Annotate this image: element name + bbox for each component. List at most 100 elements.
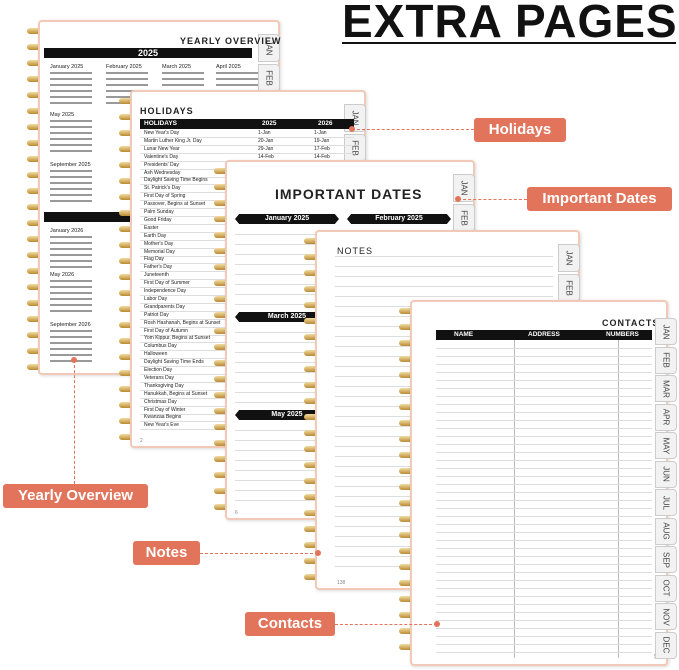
spiral-ring: [214, 472, 230, 478]
note-line: [335, 286, 553, 287]
calendar-row: [162, 72, 204, 74]
holiday-name: Veterans Day: [144, 374, 175, 381]
month-name: January 2026: [50, 228, 84, 234]
month-banner: May 2025: [235, 410, 339, 420]
line: [235, 244, 339, 245]
tab-label: MAY: [661, 437, 671, 454]
line: [235, 372, 339, 373]
spiral-ring: [214, 504, 230, 510]
holiday-name: Independence Day: [144, 288, 186, 294]
holiday-name: St. Patrick's Day: [144, 185, 181, 192]
calendar-row: [50, 96, 92, 98]
spiral-ring: [119, 130, 135, 136]
calendar-row: [50, 90, 92, 92]
holiday-name: Palm Sunday: [144, 209, 174, 215]
spiral-ring: [399, 356, 415, 362]
spiral-ring: [399, 436, 415, 442]
month-name: April 2025: [216, 64, 241, 70]
holiday-date: 20-Jan: [258, 137, 274, 144]
month-tab: MAR: [655, 375, 677, 402]
holiday-date: 29-Jan: [258, 145, 274, 152]
spiral-ring: [304, 254, 320, 260]
spiral-ring: [214, 168, 230, 174]
calendar-row: [106, 78, 148, 80]
calendar-row: [106, 84, 148, 86]
calendar-row: [50, 120, 92, 122]
spiral-ring: [304, 270, 320, 276]
spiral-ring: [27, 28, 43, 34]
holiday-name: Martin Luther King Jr. Day: [144, 137, 202, 144]
spiral-ring: [214, 360, 230, 366]
spiral-ring: [304, 510, 320, 516]
spiral-ring: [399, 324, 415, 330]
holiday-name: Valentine's Day: [144, 153, 179, 160]
calendar-row: [50, 248, 92, 250]
month-name: January 2025: [50, 64, 84, 70]
row-line: [436, 572, 652, 573]
row-line: [436, 516, 652, 517]
spiral-ring: [399, 468, 415, 474]
line: [235, 450, 339, 451]
tab-label: FEB: [564, 280, 574, 296]
holiday-name: Yom Kippur, Begins at Sunset: [144, 335, 210, 342]
marker: [434, 621, 440, 627]
row-line: [140, 152, 354, 154]
spiral-ring: [27, 348, 43, 354]
month-name: September 2026: [50, 322, 91, 328]
month-tab: SEP: [655, 546, 677, 573]
spiral-ring: [119, 402, 135, 408]
holiday-date: 19-Jan: [314, 137, 330, 144]
holiday-name: Daylight Saving Time Begins: [144, 177, 208, 184]
calendar-row: [216, 72, 258, 74]
page-title: YEARLY OVERVIEW: [180, 36, 282, 46]
spiral-ring: [119, 178, 135, 184]
column-header: HOLIDAYS: [144, 120, 177, 127]
spiral-ring: [304, 526, 320, 532]
callout-label: Notes: [133, 541, 200, 565]
spiral-ring: [214, 424, 230, 430]
line: [235, 342, 339, 343]
spiral-ring: [119, 146, 135, 152]
spiral-ring: [304, 430, 320, 436]
spiral-ring: [27, 316, 43, 322]
column-header: NAME: [454, 331, 474, 338]
spiral-ring: [214, 264, 230, 270]
callout-label: Contacts: [245, 612, 335, 636]
line: [235, 490, 339, 491]
calendar-row: [50, 260, 92, 262]
spiral-ring: [119, 194, 135, 200]
holiday-date: 1-Jan: [258, 130, 271, 136]
calendar-row: [50, 170, 92, 172]
month-tab: JAN: [258, 34, 280, 62]
row-line: [140, 144, 354, 146]
row-line: [436, 524, 652, 525]
spiral-ring: [214, 280, 230, 286]
line: [235, 402, 339, 403]
spiral-ring: [214, 376, 230, 382]
holiday-name: Easter: [144, 224, 159, 231]
row-line: [436, 612, 652, 613]
calendar-row: [50, 126, 92, 128]
row-line: [436, 380, 652, 381]
row-line: [436, 636, 652, 637]
holiday-name: Earth Day: [144, 232, 167, 239]
month-tab: FEB: [655, 346, 677, 374]
spiral-ring: [304, 238, 320, 244]
month-banner: January 2025: [235, 214, 339, 224]
row-line: [436, 412, 652, 413]
row-line: [436, 620, 652, 621]
holiday-name: Memorial Day: [144, 248, 175, 255]
calendar-row: [50, 348, 92, 350]
holiday-name: Hanukkah, Begins at Sunset: [144, 390, 208, 397]
spiral-ring: [214, 488, 230, 494]
line: [235, 382, 339, 383]
spiral-ring: [27, 364, 43, 370]
line: [235, 460, 339, 461]
month-tab: FEB: [258, 64, 280, 92]
title-underline: [342, 42, 676, 44]
column-header: NUMBERS: [606, 331, 639, 338]
month-tab: JAN: [558, 244, 580, 272]
page-title: CONTACTS: [602, 318, 660, 328]
page-number: 2: [140, 438, 143, 444]
spiral-ring: [27, 140, 43, 146]
